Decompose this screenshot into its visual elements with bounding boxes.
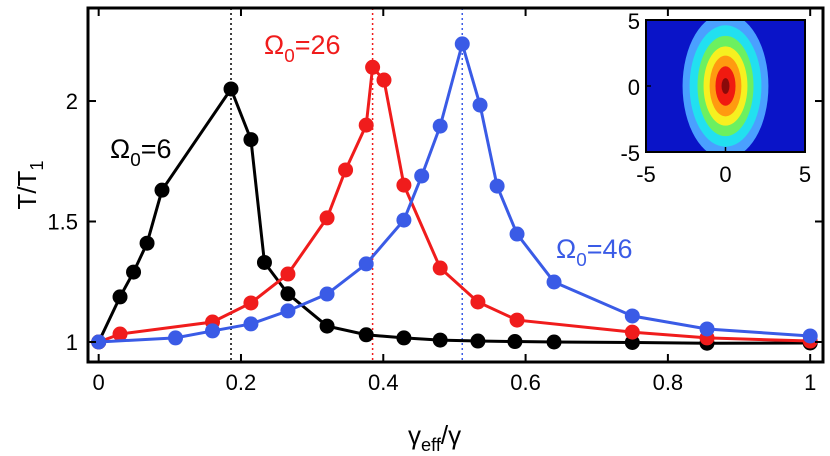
y-tick-label: 2 xyxy=(66,89,78,114)
data-point xyxy=(365,59,381,75)
data-point xyxy=(205,323,221,339)
inset-x-tick-label: 5 xyxy=(799,162,811,187)
data-point xyxy=(112,289,128,305)
x-axis-label-suffix: /γ xyxy=(441,420,461,450)
data-point xyxy=(319,318,335,334)
x-axis-label-text: γ xyxy=(408,420,421,450)
data-point xyxy=(126,264,142,280)
x-axis-label-subscript: eff xyxy=(421,435,442,455)
y-axis-label-text: T/T xyxy=(12,170,42,209)
data-point xyxy=(507,334,523,350)
y-axis-label: T/T1 xyxy=(12,160,47,209)
inset-area xyxy=(646,20,805,152)
y-tick-label: 1.5 xyxy=(47,210,78,235)
y-tick-label: 1 xyxy=(66,330,78,355)
inset-x-tick-label: 0 xyxy=(719,162,731,187)
data-point xyxy=(358,327,374,343)
inset-y-tick-label: 0 xyxy=(628,75,640,100)
data-point xyxy=(154,182,170,198)
x-tick-label: 0.6 xyxy=(510,370,541,395)
data-point xyxy=(396,177,412,193)
annotation: Ω0=26 xyxy=(264,30,341,67)
data-point xyxy=(319,210,335,226)
data-point xyxy=(454,36,470,52)
annotation: Ω0=46 xyxy=(556,234,633,271)
data-point xyxy=(802,328,818,344)
x-axis-label: γeff/γ xyxy=(408,420,461,455)
y-axis-label-subscript: 1 xyxy=(27,160,47,170)
annotation-suffix: =6 xyxy=(141,134,172,164)
x-tick-label: 1 xyxy=(804,370,816,395)
annotation-text: Ω xyxy=(110,134,130,164)
data-point xyxy=(112,326,128,342)
data-point xyxy=(472,97,488,113)
data-point xyxy=(699,321,715,337)
inset-x-tick-label: -5 xyxy=(636,162,656,187)
data-point xyxy=(470,333,486,349)
data-point xyxy=(280,266,296,282)
data-point xyxy=(256,254,272,270)
inset-y-tick-label: -5 xyxy=(620,141,640,166)
data-point xyxy=(624,308,640,324)
data-point xyxy=(509,312,525,328)
inset-y-tick-label: 5 xyxy=(628,9,640,34)
data-point xyxy=(396,330,412,346)
data-point xyxy=(546,274,562,290)
contour-level xyxy=(721,78,730,94)
data-point xyxy=(223,81,239,97)
data-point xyxy=(376,72,392,88)
x-tick-label: 0.2 xyxy=(226,370,257,395)
data-point xyxy=(280,286,296,302)
annotation-text: Ω xyxy=(556,234,576,264)
axes-frame xyxy=(86,6,825,364)
data-point xyxy=(624,324,640,340)
annotation-subscript: 0 xyxy=(284,46,295,67)
data-point xyxy=(280,303,296,319)
data-point xyxy=(243,132,259,148)
inset-plot: -5 0 5 -5 0 5 xyxy=(620,9,811,187)
x-tick-label: 0.8 xyxy=(653,370,684,395)
data-point xyxy=(432,332,448,348)
data-point xyxy=(319,286,335,302)
data-point xyxy=(432,118,448,134)
data-point xyxy=(358,117,374,133)
annotation-subscript: 0 xyxy=(576,250,587,271)
data-point xyxy=(243,295,259,311)
data-point xyxy=(489,178,505,194)
data-point xyxy=(470,294,486,310)
data-point xyxy=(338,162,354,178)
annotation: Ω0=6 xyxy=(110,134,172,171)
data-point xyxy=(624,334,640,350)
data-point xyxy=(139,235,155,251)
data-point xyxy=(509,226,525,242)
data-point xyxy=(414,168,430,184)
data-point xyxy=(168,330,184,346)
annotation-subscript: 0 xyxy=(130,150,141,171)
data-point xyxy=(432,260,448,276)
main-plot: 0 0.2 0.4 0.6 0.8 111.52γeff/γT/T1Ω0=6Ω0=26Ω0… xyxy=(12,6,825,455)
data-point xyxy=(396,212,412,228)
data-point xyxy=(358,256,374,272)
annotation-text: Ω xyxy=(264,30,284,60)
annotation-suffix: =46 xyxy=(587,234,633,264)
annotation-suffix: =26 xyxy=(295,30,341,60)
data-point xyxy=(91,334,107,350)
plot-area xyxy=(91,8,818,362)
data-point xyxy=(243,316,259,332)
data-point xyxy=(546,334,562,350)
x-tick-label: 0.4 xyxy=(368,370,399,395)
x-tick-label: 0 xyxy=(93,370,105,395)
